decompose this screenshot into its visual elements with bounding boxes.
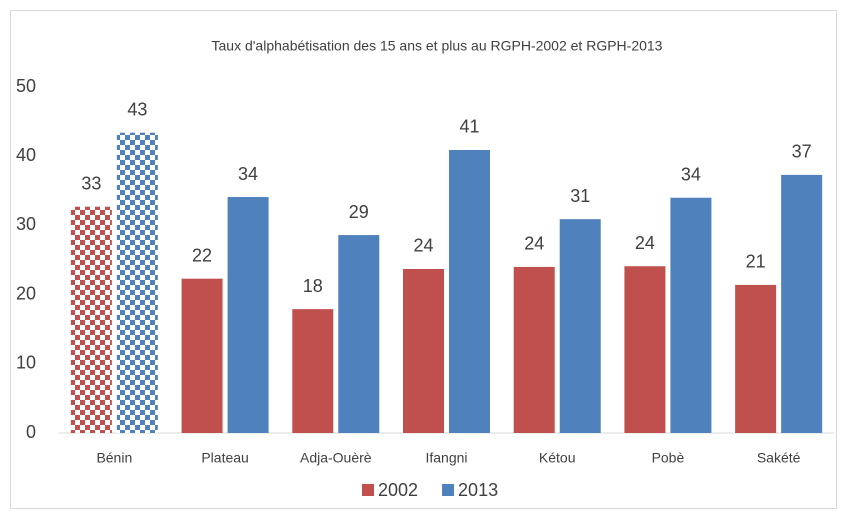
data-label: 43 (127, 99, 147, 119)
bar (116, 132, 158, 433)
data-label: 29 (349, 202, 369, 222)
data-label: 34 (238, 164, 258, 184)
x-tick-label: Bénin (96, 450, 132, 466)
legend-label: 2002 (378, 480, 418, 500)
data-label: 41 (459, 117, 479, 137)
x-tick-label: Sakété (757, 450, 801, 466)
bar (181, 278, 223, 433)
data-label: 24 (635, 233, 655, 253)
data-label: 24 (524, 234, 544, 254)
bar (781, 174, 823, 433)
bar (338, 235, 380, 433)
data-label: 33 (81, 173, 101, 193)
y-tick-label: 30 (16, 214, 36, 234)
y-tick-label: 20 (16, 283, 36, 303)
bar (735, 284, 777, 433)
data-label: 31 (570, 186, 590, 206)
legend-label: 2013 (458, 480, 498, 500)
bar (670, 197, 712, 433)
x-tick-label: Ifangni (425, 450, 467, 466)
legend-swatch (442, 484, 455, 496)
data-label: 18 (303, 276, 323, 296)
bar (513, 266, 555, 433)
bar (292, 309, 334, 433)
y-tick-label: 0 (26, 422, 36, 442)
y-tick-label: 50 (16, 76, 36, 96)
data-label: 21 (746, 252, 766, 272)
bar (227, 197, 269, 433)
data-label: 24 (413, 236, 433, 256)
bar (449, 149, 490, 434)
y-tick-label: 40 (16, 145, 36, 165)
x-tick-label: Plateau (201, 450, 248, 466)
bar (559, 219, 601, 433)
chart-title: Taux d'alphabétisation des 15 ans et plu… (212, 38, 663, 54)
data-label: 37 (792, 142, 812, 162)
y-tick-label: 10 (16, 353, 36, 373)
x-tick-label: Pobè (652, 450, 685, 466)
x-tick-label: Kétou (539, 450, 576, 466)
bar (403, 268, 444, 433)
data-label: 22 (192, 245, 212, 265)
legend-swatch (362, 484, 374, 496)
x-tick-label: Adja-Ouèrè (300, 450, 372, 466)
data-label: 34 (681, 164, 701, 184)
bar (624, 266, 666, 433)
bar (70, 206, 112, 433)
